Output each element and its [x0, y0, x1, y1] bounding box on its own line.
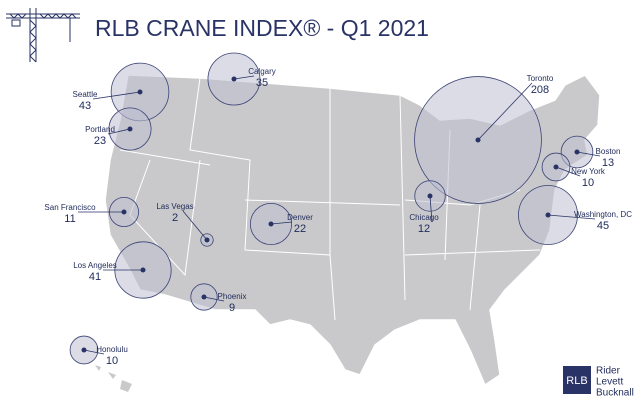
crane-count: 2 [172, 212, 178, 224]
city-name: Calgary [248, 67, 276, 76]
city-dot [137, 89, 143, 95]
crane-count: 12 [418, 223, 430, 235]
leader-line [107, 128, 131, 135]
leader-line [233, 75, 255, 80]
crane-icon [6, 8, 80, 63]
crane-count: 9 [229, 302, 235, 314]
logo-abbr: RLB [566, 375, 587, 387]
city-name: Seattle [73, 90, 98, 99]
city-dot [140, 267, 146, 273]
city-dot [574, 149, 580, 155]
crane-count: 43 [79, 100, 91, 112]
city-name: Washington, DC [574, 210, 632, 219]
leader-line [92, 91, 141, 100]
city-name: Las Vegas [156, 202, 193, 211]
city-name: Toronto [527, 74, 554, 83]
title: RLB CRANE INDEX® - Q1 2021 [95, 15, 429, 41]
crane-count: 11 [64, 213, 75, 225]
crane-count: 45 [597, 220, 609, 232]
leader-line [182, 210, 208, 241]
city-name: Portland [85, 125, 115, 134]
city-dot [121, 209, 127, 215]
city-dot [475, 137, 481, 143]
city-name: New York [571, 167, 606, 176]
leader-line [555, 166, 581, 177]
city-dot [553, 164, 559, 170]
city-dot [81, 347, 87, 353]
crane-count: 41 [89, 271, 101, 283]
city-name: Boston [596, 147, 621, 156]
city-dot [268, 221, 274, 227]
city-name: Chicago [409, 213, 439, 222]
logo: RLB Rider Levett Bucknall [563, 366, 634, 399]
leader-line [547, 214, 596, 220]
leader-line [83, 349, 105, 355]
crane-count: 22 [294, 223, 306, 235]
crane-count: 35 [256, 77, 268, 89]
leader-line [203, 296, 225, 302]
leader-line [576, 151, 601, 157]
city-dot [204, 237, 210, 243]
city-dot [231, 76, 237, 82]
logo-line: Levett [596, 377, 623, 388]
city-name: San Francisco [44, 203, 96, 212]
city-name: Los Angeles [73, 261, 117, 270]
crane-count: 208 [531, 84, 549, 96]
city-dot [201, 294, 207, 300]
city-name: Honolulu [96, 345, 128, 354]
city-name: Denver [287, 213, 313, 222]
crane-count: 10 [106, 355, 118, 367]
city-name: Phoenix [218, 292, 247, 301]
crane-count: 13 [602, 157, 614, 169]
crane-count: 23 [94, 135, 106, 147]
crane-count: 10 [582, 177, 594, 189]
leader-line [477, 82, 533, 141]
city-dot [427, 193, 433, 199]
logo-line: Bucknall [596, 388, 634, 399]
city-dot [545, 212, 551, 218]
leader-line [270, 221, 293, 225]
logo-line: Rider [596, 366, 621, 377]
city-dot [127, 126, 133, 132]
leader-line [429, 195, 433, 223]
